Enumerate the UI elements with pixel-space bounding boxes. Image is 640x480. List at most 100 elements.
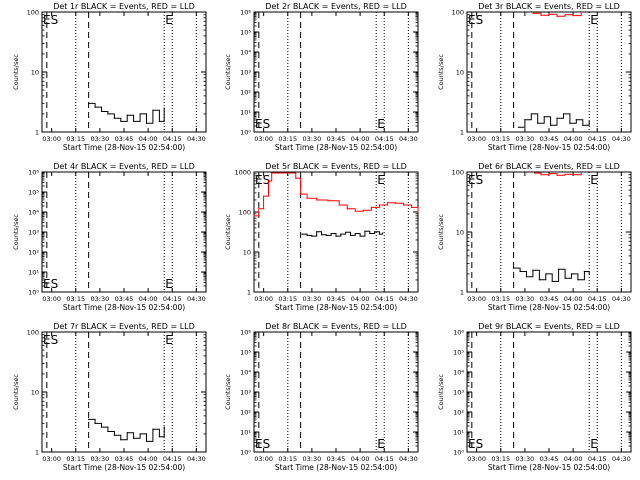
events-point: [530, 113, 532, 115]
lld-point: [548, 13, 550, 15]
events-point: [107, 430, 109, 433]
y-tick-label: 10²: [240, 409, 251, 417]
x-tick-label: 03:45: [540, 295, 559, 303]
events-point: [107, 113, 109, 115]
x-tick-label: 03:15: [66, 135, 85, 143]
y-tick-label: 1: [460, 289, 464, 297]
series-events: [518, 113, 590, 128]
x-axis-label: Start Time (28-Nov-15 02:54:00): [488, 303, 610, 312]
x-tick-label: 04:15: [163, 295, 182, 303]
y-tick-label: 10⁴: [28, 209, 39, 217]
lld-point: [572, 174, 574, 176]
marker-es: ES: [43, 277, 58, 291]
x-tick-label: 03:15: [278, 135, 297, 143]
x-axis-label: Start Time (28-Nov-15 02:54:00): [63, 463, 185, 472]
events-point: [158, 120, 160, 123]
events-point: [588, 273, 590, 275]
x-tick-label: 03:45: [540, 455, 559, 463]
events-point: [543, 116, 545, 118]
events-point: [139, 113, 141, 115]
y-tick-label: 10: [456, 69, 464, 77]
panel-title: Det 1r BLACK = Events, RED = LLD: [53, 2, 195, 11]
events-point: [513, 267, 515, 269]
y-tick-label: 10: [243, 249, 251, 257]
y-tick-label: 10⁵: [240, 349, 251, 357]
events-point: [354, 232, 356, 235]
y-tick-label: 10: [31, 69, 39, 77]
events-point: [100, 110, 103, 113]
events-point: [113, 434, 115, 436]
x-tick-label: 04:30: [612, 295, 631, 303]
x-tick-label: 04:15: [375, 455, 394, 463]
y-tick-label: 10⁴: [240, 369, 251, 377]
x-tick-label: 04:00: [564, 135, 583, 143]
series-lld: [254, 172, 419, 217]
events-point: [364, 230, 366, 232]
events-point: [582, 124, 584, 126]
lld-point: [402, 204, 405, 206]
lld-point: [258, 208, 260, 210]
y-tick-label: 10¹: [28, 269, 39, 277]
lld-point: [287, 172, 289, 174]
events-point: [94, 106, 96, 108]
panel-title: Det 2r BLACK = Events, RED = LLD: [265, 2, 407, 11]
x-tick-label: 03:00: [467, 455, 486, 463]
x-tick-label: 03:00: [467, 295, 486, 303]
panel-title: Det 5r BLACK = Events, RED = LLD: [265, 162, 407, 171]
events-point: [345, 231, 347, 233]
lld-point: [354, 210, 356, 212]
events-point: [158, 436, 160, 438]
x-tick-label: 04:00: [139, 455, 158, 463]
x-axis-label: Start Time (28-Nov-15 02:54:00): [275, 143, 397, 152]
plot-frame: [466, 331, 632, 453]
x-tick-label: 03:15: [491, 135, 510, 143]
lld-point: [295, 177, 297, 179]
events-point: [577, 279, 579, 281]
lld-point: [306, 197, 308, 199]
events-point: [120, 120, 122, 123]
plot-frame: [466, 11, 632, 133]
events-point: [378, 233, 381, 235]
lld-point: [417, 211, 419, 213]
x-tick-label: 03:00: [254, 135, 273, 143]
y-tick-label: 10³: [240, 389, 251, 397]
panel-det1: Det 1r BLACK = Events, RED = LLD 03:00 03:…: [12, 2, 207, 152]
y-tick-label: 10⁶: [240, 9, 251, 17]
x-tick-label: 04:00: [351, 455, 370, 463]
lld-point: [316, 199, 318, 201]
x-tick-label: 03:30: [516, 135, 535, 143]
events-point: [126, 114, 128, 116]
events-point: [133, 437, 135, 439]
lld-point: [540, 14, 542, 16]
y-axis-label: Counts/sec: [437, 374, 445, 410]
lld-point: [362, 209, 364, 211]
x-tick-label: 04:30: [187, 135, 206, 143]
marker-es: ES: [43, 333, 58, 347]
x-axis-label: Start Time (28-Nov-15 02:54:00): [63, 143, 185, 152]
plot-frame: [41, 171, 207, 293]
y-tick-label: 10⁵: [240, 29, 251, 37]
lld-point: [556, 174, 558, 176]
y-axis-label: Counts/sec: [437, 214, 445, 250]
events-point: [532, 269, 534, 271]
y-axis-label: Counts/sec: [12, 214, 20, 250]
y-tick-label: 10¹: [453, 429, 464, 437]
y-tick-label: 10⁰: [453, 449, 464, 457]
x-tick-label: 03:15: [491, 455, 510, 463]
x-tick-label: 03:30: [303, 295, 322, 303]
lld-point: [378, 204, 381, 206]
lld-point: [564, 173, 566, 175]
events-point: [569, 122, 571, 124]
x-tick-label: 03:00: [42, 295, 61, 303]
events-point: [545, 273, 547, 275]
events-point: [349, 234, 352, 237]
events-point: [139, 433, 141, 435]
x-tick-label: 04:00: [351, 295, 370, 303]
events-point: [163, 107, 165, 109]
marker-es: ES: [43, 13, 58, 27]
x-tick-label: 03:15: [278, 455, 297, 463]
events-point: [330, 232, 332, 235]
events-point: [570, 273, 573, 275]
y-tick-label: 10⁰: [28, 289, 39, 297]
plot-frame: [41, 331, 207, 453]
